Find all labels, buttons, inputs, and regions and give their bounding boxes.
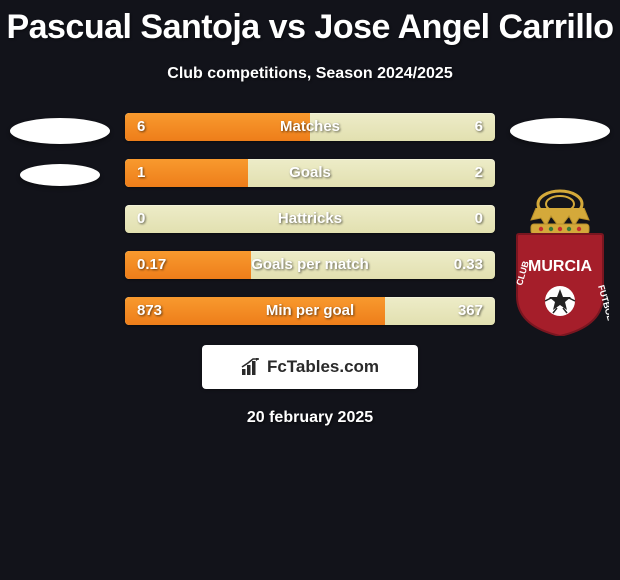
stat-row: 6Matches6 (125, 113, 495, 141)
bar-chart-icon (241, 358, 261, 376)
stat-value-right: 2 (475, 159, 483, 187)
stat-value-right: 367 (458, 297, 483, 325)
stat-label: Goals per match (125, 251, 495, 279)
stat-row: 873Min per goal367 (125, 297, 495, 325)
stat-value-right: 6 (475, 113, 483, 141)
stat-label: Min per goal (125, 297, 495, 325)
stat-row: 0Hattricks0 (125, 205, 495, 233)
stat-row: 1Goals2 (125, 159, 495, 187)
stat-row: 0.17Goals per match0.33 (125, 251, 495, 279)
subtitle: Club competitions, Season 2024/2025 (0, 65, 620, 83)
site-name: FcTables.com (267, 357, 379, 377)
page-title: Pascual Santoja vs Jose Angel Carrillo (0, 0, 620, 47)
stat-value-right: 0.33 (454, 251, 483, 279)
comparison-chart: 6Matches6 1Goals2 0Hattricks0 0.17Goals per… (0, 113, 620, 325)
stat-label: Goals (125, 159, 495, 187)
date-text: 20 february 2025 (0, 409, 620, 427)
stat-label: Hattricks (125, 205, 495, 233)
site-badge: FcTables.com (202, 345, 418, 389)
stat-value-right: 0 (475, 205, 483, 233)
stat-label: Matches (125, 113, 495, 141)
